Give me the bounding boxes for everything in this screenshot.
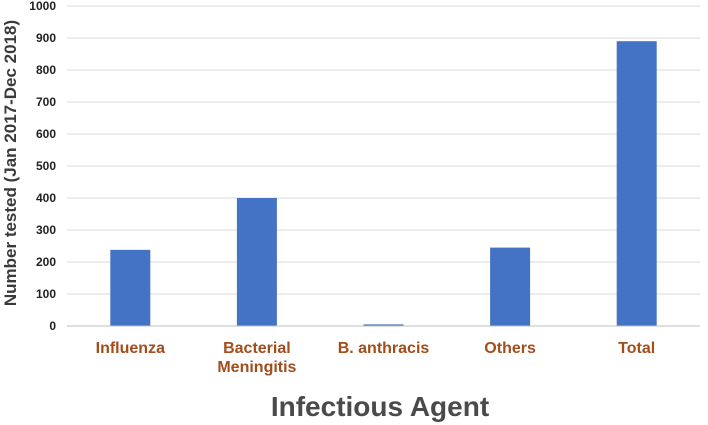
bar bbox=[110, 249, 151, 326]
x-axis-category-labels: Influenza Bacterial Meningitis B. anthracis… bbox=[96, 340, 656, 376]
bar bbox=[236, 198, 277, 326]
x-axis-title: Infectious Agent bbox=[271, 391, 489, 422]
x-category-label-line: Influenza bbox=[96, 340, 165, 357]
x-category-label-line: Meningitis bbox=[217, 359, 296, 376]
x-category-label: Total bbox=[618, 340, 655, 357]
bars bbox=[110, 41, 657, 326]
y-tick-label: 200 bbox=[36, 255, 56, 269]
x-category-label: B. anthracis bbox=[338, 340, 430, 357]
y-tick-label: 900 bbox=[36, 31, 56, 45]
y-axis-title: Number tested (Jan 2017-Dec 2018) bbox=[1, 20, 20, 306]
y-tick-label: 800 bbox=[36, 63, 56, 77]
x-category-label-line: Others bbox=[484, 340, 536, 357]
x-category-label-line: B. anthracis bbox=[338, 340, 430, 357]
y-tick-label: 1000 bbox=[29, 0, 56, 13]
bar bbox=[490, 247, 531, 326]
bar bbox=[363, 324, 404, 326]
y-axis-ticks: 0 100 200 300 400 500 600 700 800 900 1000 bbox=[29, 0, 56, 333]
x-category-label: Influenza bbox=[96, 340, 165, 357]
y-tick-label: 300 bbox=[36, 223, 56, 237]
x-category-label: Others bbox=[484, 340, 536, 357]
y-tick-label: 700 bbox=[36, 95, 56, 109]
x-category-label: Bacterial Meningitis bbox=[217, 340, 296, 376]
y-tick-label: 400 bbox=[36, 191, 56, 205]
x-category-label-line: Bacterial bbox=[223, 340, 291, 357]
bar bbox=[616, 41, 657, 326]
y-tick-label: 0 bbox=[49, 319, 56, 333]
y-tick-label: 100 bbox=[36, 287, 56, 301]
y-tick-label: 500 bbox=[36, 159, 56, 173]
y-tick-label: 600 bbox=[36, 127, 56, 141]
gridlines bbox=[67, 5, 700, 295]
x-category-label-line: Total bbox=[618, 340, 655, 357]
